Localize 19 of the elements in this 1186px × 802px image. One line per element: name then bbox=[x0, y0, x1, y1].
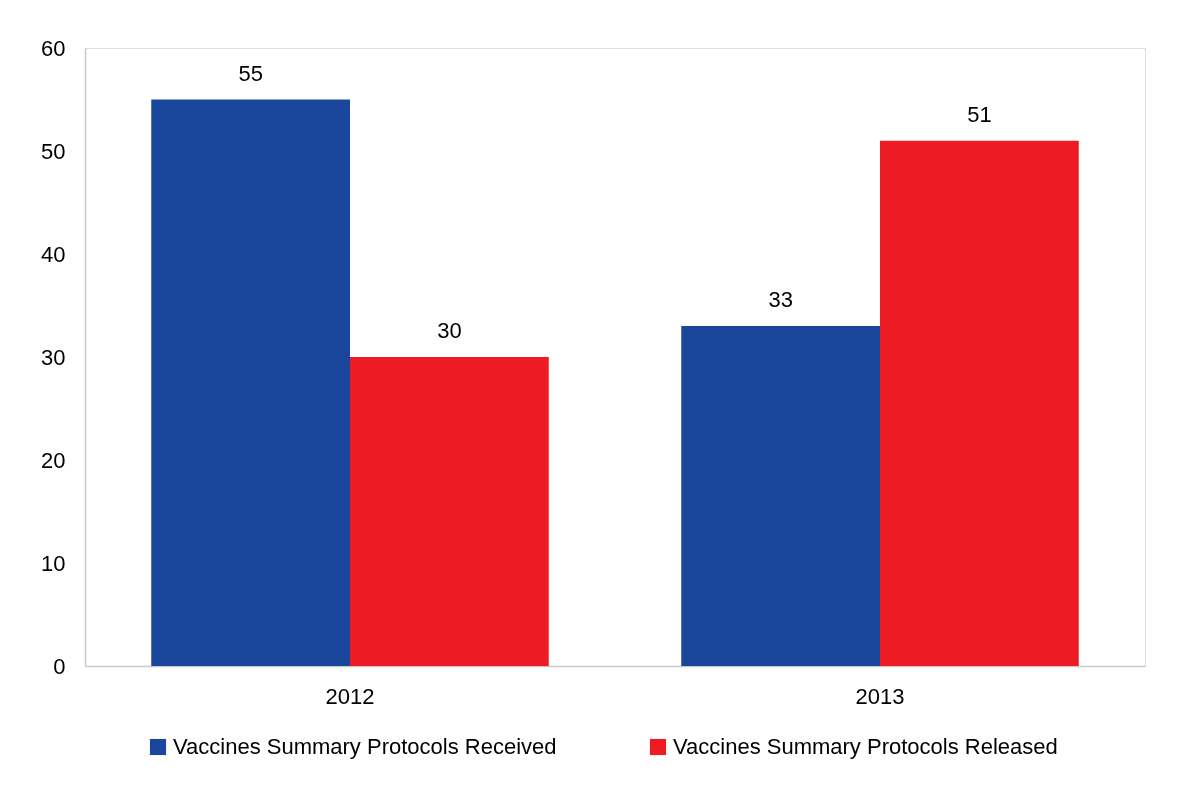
y-tick-label: 40 bbox=[41, 241, 66, 267]
legend-label: Vaccines Summary Protocols Received bbox=[173, 734, 557, 759]
data-label: 55 bbox=[238, 60, 263, 86]
y-tick-label: 30 bbox=[41, 344, 66, 370]
bar bbox=[151, 99, 350, 666]
y-tick-label: 20 bbox=[41, 447, 66, 473]
y-tick-label: 10 bbox=[41, 550, 66, 576]
legend-label: Vaccines Summary Protocols Released bbox=[673, 734, 1058, 759]
bar bbox=[350, 357, 549, 666]
y-tick-label: 50 bbox=[41, 138, 66, 164]
data-label: 51 bbox=[967, 101, 992, 127]
bar bbox=[681, 326, 880, 666]
x-tick-label: 2012 bbox=[325, 683, 375, 709]
data-label: 30 bbox=[437, 318, 462, 343]
y-tick-label: 60 bbox=[41, 35, 66, 61]
bar bbox=[880, 140, 1079, 666]
y-tick-label: 0 bbox=[53, 653, 66, 679]
x-tick-label: 2013 bbox=[855, 683, 905, 709]
data-label: 33 bbox=[768, 287, 793, 313]
